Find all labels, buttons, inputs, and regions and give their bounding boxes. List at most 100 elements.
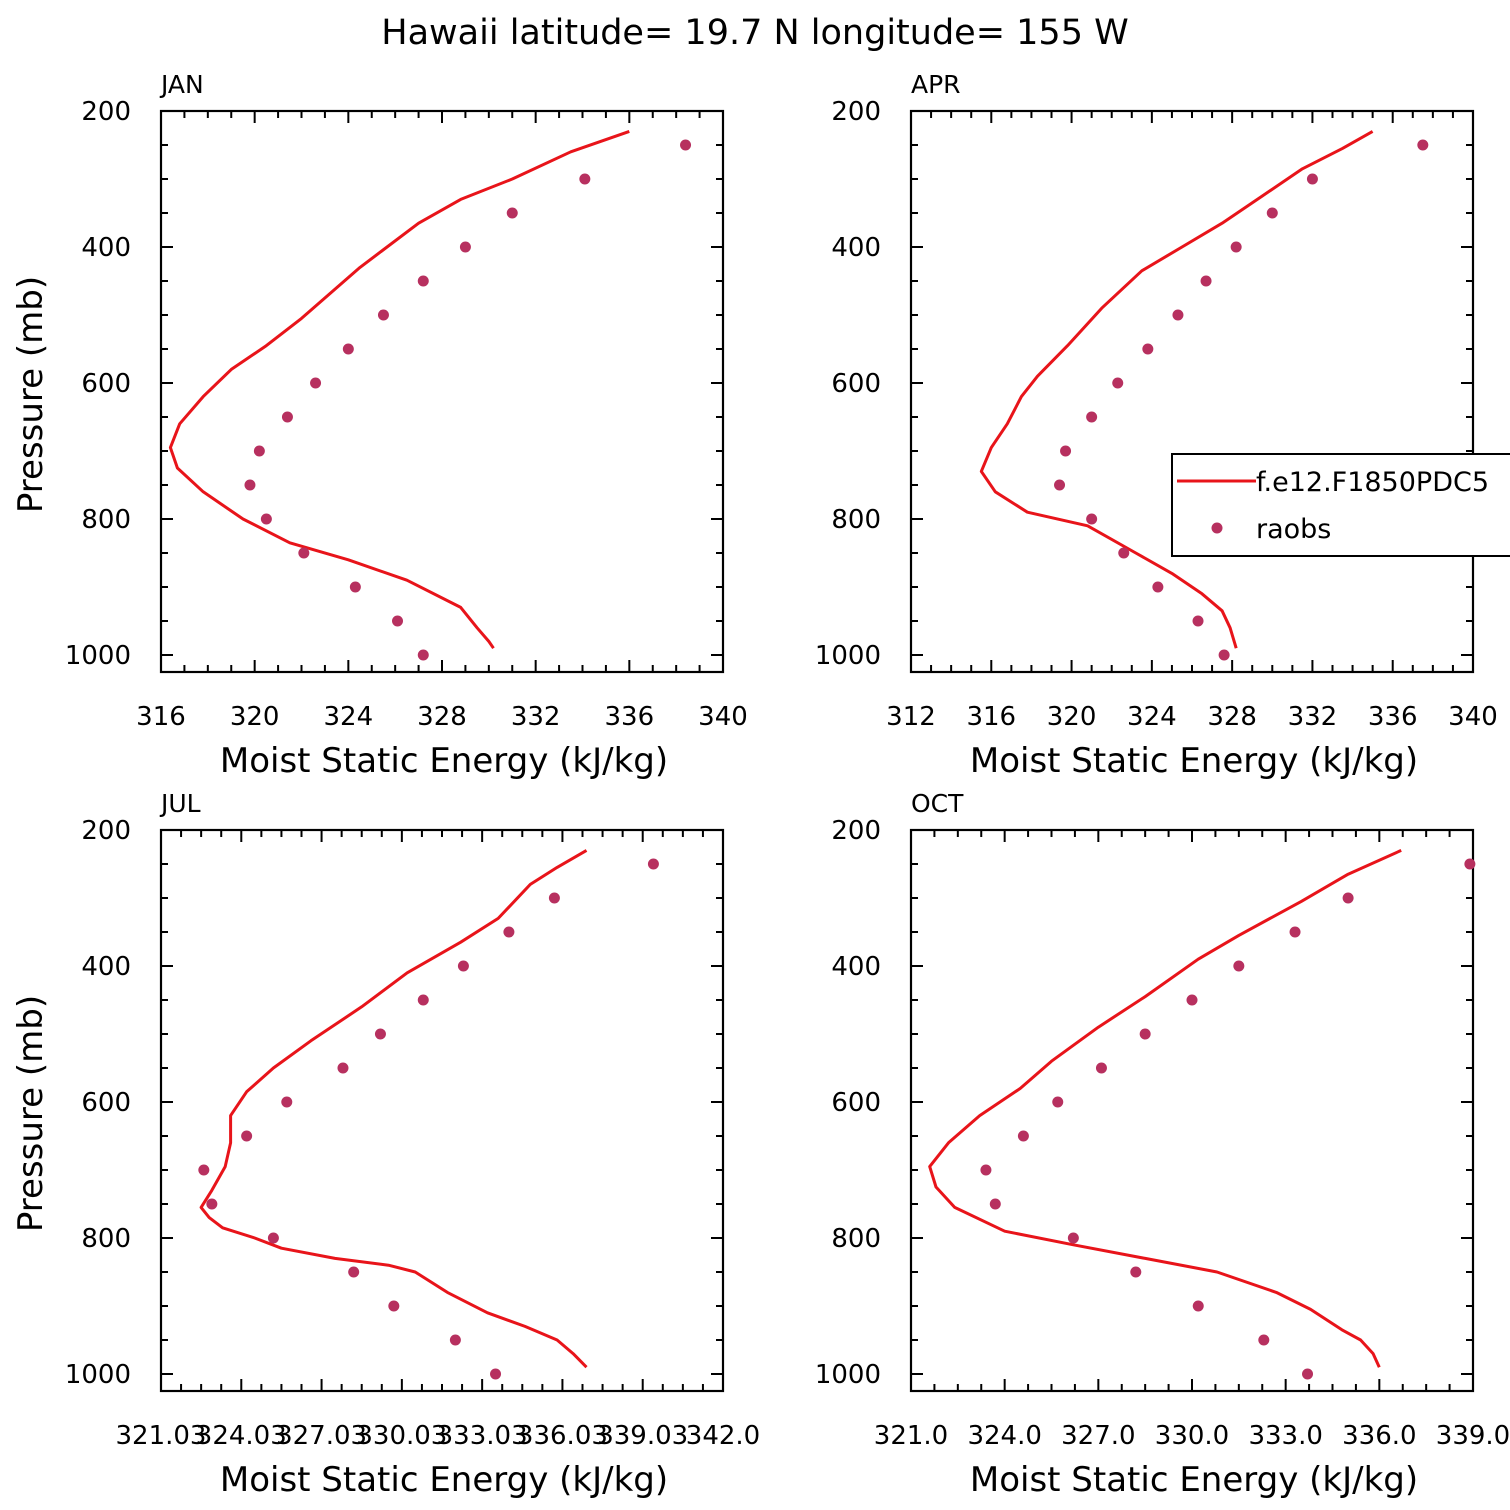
x-tick-label: 339.03 (597, 1421, 688, 1451)
raobs-point (253, 445, 265, 457)
raobs-point (1086, 513, 1098, 525)
x-tick-label: 321.0 (874, 1421, 948, 1451)
y-tick-label: 800 (831, 1224, 881, 1254)
raobs-point (374, 1028, 386, 1040)
raobs-point (260, 513, 272, 525)
y-tick-label: 1000 (65, 641, 131, 671)
raobs-point (490, 1368, 502, 1380)
plot-frame (159, 109, 725, 674)
raobs-point (1302, 1368, 1314, 1380)
x-tick-label: 333.03 (437, 1421, 528, 1451)
y-tick-label: 200 (81, 816, 131, 846)
raobs-point (337, 1062, 349, 1074)
raobs-point (1306, 173, 1318, 185)
raobs-point (1289, 926, 1301, 938)
x-tick-label: 324.03 (196, 1421, 287, 1451)
raobs-point (388, 1300, 400, 1312)
x-axis-label: Moist Static Energy (kJ/kg) (970, 1460, 1418, 1500)
x-axis-label: Moist Static Energy (kJ/kg) (220, 741, 668, 781)
x-tick-label: 324.0 (967, 1421, 1041, 1451)
x-tick-label: 330.03 (356, 1421, 447, 1451)
raobs-point (417, 275, 429, 287)
legend-dot-swatch (1211, 522, 1223, 534)
plot-frame (159, 828, 725, 1393)
x-tick-label: 336 (1368, 702, 1418, 732)
raobs-point (1192, 615, 1204, 627)
raobs-point (198, 1164, 210, 1176)
x-tick-label: 327.03 (276, 1421, 367, 1451)
x-tick-label: 320 (1047, 702, 1097, 732)
raobs-point (298, 547, 310, 559)
x-tick-label: 339.0 (1436, 1421, 1510, 1451)
x-axis-label: Moist Static Energy (kJ/kg) (970, 741, 1418, 781)
raobs-point (244, 479, 256, 491)
x-tick-label: 330.0 (1155, 1421, 1229, 1451)
legend-entry-raobs: raobs (1256, 514, 1331, 545)
raobs-point (1054, 479, 1066, 491)
figure-title: Hawaii latitude= 19.7 N longitude= 155 W (381, 13, 1128, 53)
raobs-point (1112, 377, 1124, 389)
raobs-point (1139, 1028, 1151, 1040)
panel-label: APR (911, 70, 961, 99)
panel-label: OCT (911, 789, 964, 818)
raobs-point (548, 892, 560, 904)
chart-panel-jul: 321.03324.03327.03330.03333.03336.03339.… (11, 789, 760, 1500)
raobs-point (348, 1266, 360, 1278)
y-tick-label: 800 (81, 505, 131, 535)
raobs-point (980, 1164, 992, 1176)
y-axis-label: Pressure (mb) (11, 995, 51, 1232)
panel-label: JUL (159, 789, 201, 818)
x-tick-label: 324 (324, 702, 374, 732)
raobs-point (1342, 892, 1354, 904)
model-profile-line (979, 130, 1374, 649)
x-tick-label: 340 (1448, 702, 1498, 732)
model-profile-line (199, 849, 588, 1369)
y-tick-label: 800 (831, 505, 881, 535)
y-tick-label: 400 (81, 233, 131, 263)
legend-box (1171, 453, 1510, 557)
y-tick-label: 600 (831, 1088, 881, 1118)
raobs-point (281, 1096, 293, 1108)
raobs-point (1218, 649, 1230, 661)
x-tick-label: 333.0 (1248, 1421, 1322, 1451)
chart-panel-apr: 312 316 320 324 328 332 336 340 200 400 600 800 1000… (815, 70, 1510, 781)
y-tick-label: 1000 (65, 1360, 131, 1390)
y-tick-label: 200 (81, 97, 131, 127)
raobs-point (241, 1130, 253, 1142)
raobs-point (377, 309, 389, 321)
raobs-point (1152, 581, 1164, 593)
raobs-point (1266, 207, 1278, 219)
raobs-point (647, 858, 659, 870)
y-tick-label: 600 (81, 1088, 131, 1118)
raobs-point (267, 1232, 279, 1244)
raobs-point (1060, 445, 1072, 457)
plot-frame (909, 828, 1475, 1393)
raobs-point (281, 411, 293, 423)
chart-panel-oct: 321.0 324.0 327.0 330.0 333.0 336.0 339.0 200 40… (815, 789, 1510, 1500)
raobs-point (1086, 411, 1098, 423)
raobs-point (503, 926, 515, 938)
legend-entry-model: f.e12.F1850PDC5 (1256, 467, 1489, 498)
raobs-point (459, 241, 471, 253)
x-tick-label: 336 (605, 702, 655, 732)
x-tick-label: 332 (511, 702, 561, 732)
chart-panel-jan: 316 320 324 328 332 336 340 200 400 600 800 1000 JAN… (11, 70, 748, 781)
x-tick-label: 332 (1288, 702, 1338, 732)
x-tick-label: 328 (1207, 702, 1257, 732)
x-tick-label: 342.0 (686, 1421, 760, 1451)
raobs-point (1258, 1334, 1270, 1346)
raobs-point (457, 960, 469, 972)
x-tick-label: 316 (136, 702, 186, 732)
raobs-point (1192, 1300, 1204, 1312)
raobs-point (1417, 139, 1429, 151)
raobs-point (1200, 275, 1212, 287)
y-tick-label: 200 (831, 97, 881, 127)
y-tick-label: 1000 (815, 1360, 881, 1390)
y-tick-label: 200 (831, 816, 881, 846)
raobs-point (989, 1198, 1001, 1210)
panels: 316 320 324 328 332 336 340 200 400 600 800 1000 JAN… (11, 70, 1510, 1500)
y-tick-label: 400 (81, 952, 131, 982)
raobs-point (449, 1334, 461, 1346)
raobs-point (1186, 994, 1198, 1006)
x-tick-label: 312 (886, 702, 936, 732)
